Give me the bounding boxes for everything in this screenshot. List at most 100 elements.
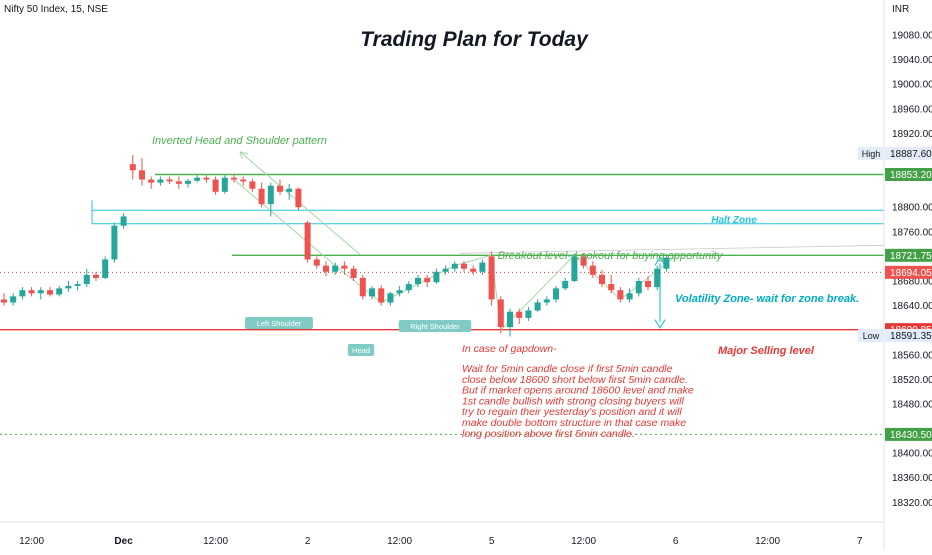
candle-body [47, 290, 53, 295]
candle-body [654, 268, 661, 288]
y-tick-label: 18520.00 [892, 375, 932, 386]
x-tick-label: 12:00 [571, 536, 596, 547]
head-label: Head [352, 346, 370, 355]
candle-body [258, 188, 265, 205]
candle-body [65, 285, 72, 289]
x-tick-label: 2 [305, 536, 311, 547]
y-tick-label: 18800.00 [892, 203, 932, 214]
candle-body [580, 256, 587, 266]
candle-body [313, 259, 320, 266]
breakout-note: Breakout level- Lookout for buying oppor… [498, 250, 724, 262]
candle-body [350, 268, 357, 278]
candle-body [378, 288, 385, 303]
candle-body [433, 271, 440, 283]
candle-body [359, 277, 366, 297]
candle-body [525, 310, 532, 318]
candle-body [10, 296, 17, 303]
candle-body [295, 188, 302, 208]
head-label-bg [347, 344, 375, 356]
candle-body [396, 290, 403, 294]
candle-body [120, 216, 127, 226]
x-tick-label: Dec [114, 536, 133, 547]
breakout-price-badge: 18721.75 [890, 251, 932, 262]
candle-body [304, 222, 311, 260]
extension-line [459, 244, 885, 254]
candle-body [157, 179, 164, 183]
candle-body [461, 263, 467, 269]
y-tick-label: 18920.00 [892, 129, 932, 140]
high-price-badge: 18887.60 [890, 149, 932, 160]
support-price-badge-bg [885, 427, 932, 441]
candle-body [56, 288, 63, 295]
high-tag: High [862, 149, 881, 159]
candle-body [488, 256, 495, 300]
currency-label: INR [892, 4, 909, 15]
y-tick-label: 18480.00 [892, 399, 932, 410]
candle-body [175, 181, 182, 184]
candle-body [415, 277, 421, 285]
candle-body [28, 290, 35, 294]
candle-body [323, 265, 329, 272]
candle-body [451, 263, 458, 269]
pattern-pointer-arrowhead [239, 151, 249, 160]
candle-body [277, 185, 283, 192]
candle-body [387, 293, 394, 303]
x-tick-label: 12:00 [203, 536, 228, 547]
candle-body [93, 274, 99, 278]
gapdown-title: In case of gapdown- [462, 343, 557, 355]
low-price-badge: 18591.35 [890, 331, 932, 342]
x-tick-label: 12:00 [19, 536, 44, 547]
y-tick-label: 19040.00 [892, 55, 932, 66]
candle-body [129, 164, 136, 171]
candle-body [139, 170, 145, 180]
y-tick-label: 18560.00 [892, 350, 932, 361]
candle-body [249, 181, 256, 189]
candle-body [617, 290, 624, 300]
candle-body [37, 290, 44, 294]
candle-body [507, 311, 513, 328]
candle-body [516, 311, 523, 318]
volatility-arrow-up [654, 256, 666, 266]
symbol-header: Nifty 50 Index, 15, NSE [4, 4, 108, 15]
gapdown-text-line: long position above first 5min candle. [462, 428, 635, 440]
candle-body [635, 280, 642, 294]
y-tick-label: 18360.00 [892, 473, 932, 484]
candle-body [645, 280, 651, 288]
candle-body [599, 274, 605, 285]
breakout-price-badge-bg [885, 248, 932, 262]
right-shoulder-label-bg [398, 320, 472, 332]
candle-body [194, 177, 201, 181]
resistance-price-badge: 18853.20 [890, 170, 932, 181]
gapdown-text-line: 1st candle bullish with strong closing b… [462, 395, 684, 407]
y-tick-label: 18640.00 [892, 301, 932, 312]
candle-body [369, 288, 375, 297]
candle-body [240, 179, 247, 182]
gapdown-text-line: Wait for 5min candle close if first 5min… [462, 363, 673, 375]
resistance-price-badge-bg [885, 167, 932, 181]
candle-body [111, 225, 118, 260]
y-tick-label: 19000.00 [892, 80, 932, 91]
current-price-badge-bg [885, 265, 932, 279]
major-selling-note: Major Selling level [718, 345, 815, 357]
high-price-badge-bg [885, 146, 932, 160]
y-tick-label: 18400.00 [892, 449, 932, 460]
gapdown-text-line: close below 18600 short below first 5min… [462, 374, 688, 386]
candle-body [166, 179, 173, 182]
candle-body [19, 290, 26, 297]
gapdown-text-line: make double bottom structure in that cas… [462, 417, 686, 429]
low-price-badge-bg [885, 328, 932, 342]
candle-body [589, 265, 596, 275]
candle-body [267, 185, 274, 205]
volatility-note: Volatility Zone- wait for zone break. [675, 293, 859, 305]
candle-body [405, 284, 412, 291]
gapdown-text-line: But if market opens around 18600 level a… [462, 385, 694, 397]
left-shoulder-label-bg [245, 317, 313, 329]
y-tick-label: 18760.00 [892, 227, 932, 238]
y-tick-label: 18320.00 [892, 498, 932, 509]
candle-body [286, 188, 293, 192]
x-tick-label: 12:00 [387, 536, 412, 547]
x-tick-label: 6 [673, 536, 679, 547]
candle-body [424, 277, 431, 283]
candle-body [74, 284, 81, 286]
